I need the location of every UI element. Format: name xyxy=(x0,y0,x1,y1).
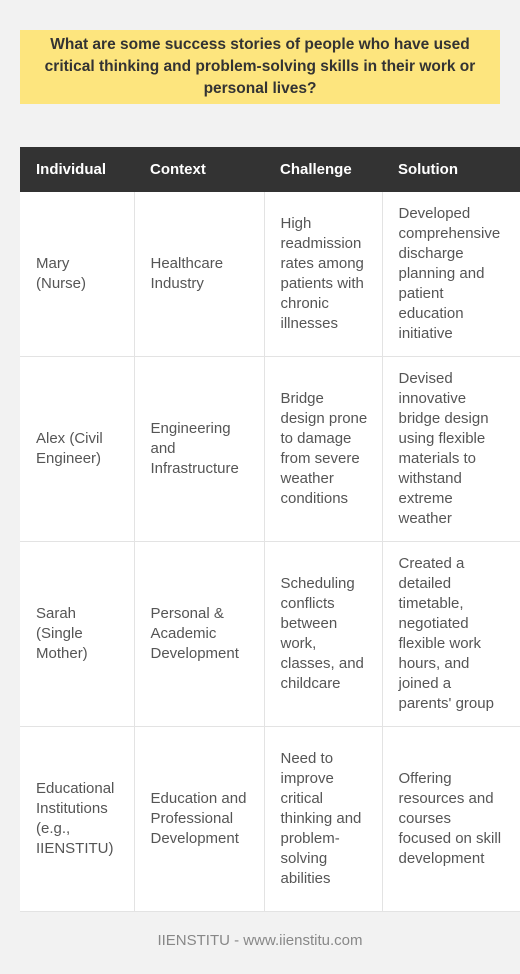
cell-individual: Sarah (Single Mother) xyxy=(20,541,135,727)
title-banner: What are some success stories of people … xyxy=(20,30,500,104)
success-stories-table: Individual Context Challenge Solution Ma… xyxy=(20,147,520,912)
table-row: Educational Institutions (e.g., IIENSTIT… xyxy=(20,726,520,912)
cell-solution: Offering resources and courses focused o… xyxy=(382,726,520,912)
cell-solution: Developed comprehensive discharge planni… xyxy=(382,192,520,357)
cell-context: Healthcare Industry xyxy=(134,192,265,357)
page-title: What are some success stories of people … xyxy=(44,36,476,97)
cell-individual: Mary (Nurse) xyxy=(20,192,135,357)
footer-credit: IIENSTITU - www.iienstitu.com xyxy=(157,932,363,949)
table-header-row: Individual Context Challenge Solution xyxy=(20,147,520,192)
cell-challenge: Need to improve critical thinking and pr… xyxy=(264,726,383,912)
header-individual: Individual xyxy=(20,147,134,192)
cell-context: Education and Professional Development xyxy=(134,726,265,912)
cell-challenge: Bridge design prone to damage from sever… xyxy=(264,356,383,542)
header-solution: Solution xyxy=(382,147,520,192)
table-row: Mary (Nurse) Healthcare Industry High re… xyxy=(20,192,520,357)
cell-individual: Alex (Civil Engineer) xyxy=(20,356,135,542)
cell-challenge: High readmission rates among patients wi… xyxy=(264,192,383,357)
cell-context: Personal & Academic Development xyxy=(134,541,265,727)
table-row: Sarah (Single Mother) Personal & Academi… xyxy=(20,541,520,727)
cell-context: Engineering and Infrastructure xyxy=(134,356,265,542)
cell-solution: Devised innovative bridge design using f… xyxy=(382,356,520,542)
cell-challenge: Scheduling conflicts between work, class… xyxy=(264,541,383,727)
header-context: Context xyxy=(134,147,264,192)
table-row: Alex (Civil Engineer) Engineering and In… xyxy=(20,356,520,542)
cell-solution: Created a detailed timetable, negotiated… xyxy=(382,541,520,727)
cell-individual: Educational Institutions (e.g., IIENSTIT… xyxy=(20,726,135,912)
header-challenge: Challenge xyxy=(264,147,382,192)
